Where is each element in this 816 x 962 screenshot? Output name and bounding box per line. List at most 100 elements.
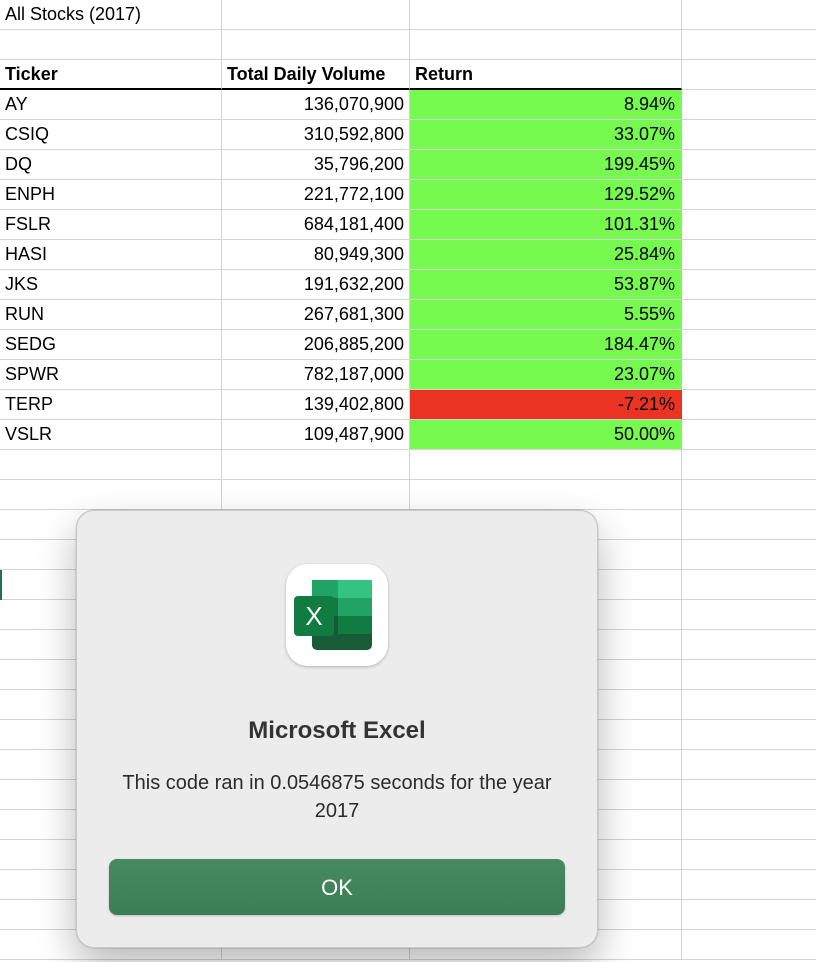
return-cell[interactable]: 101.31% bbox=[410, 210, 682, 240]
ticker-cell[interactable]: ENPH bbox=[0, 180, 222, 210]
ticker-cell[interactable]: RUN bbox=[0, 300, 222, 330]
volume-cell[interactable]: 267,681,300 bbox=[222, 300, 410, 330]
empty-cell[interactable] bbox=[682, 930, 816, 960]
volume-cell[interactable]: 35,796,200 bbox=[222, 150, 410, 180]
empty-cell[interactable] bbox=[682, 840, 816, 870]
empty-cell[interactable] bbox=[682, 210, 816, 240]
volume-cell[interactable]: 136,070,900 bbox=[222, 90, 410, 120]
empty-cell[interactable] bbox=[682, 510, 816, 540]
table-row: AY 136,070,900 8.94% bbox=[0, 90, 816, 120]
empty-cell[interactable] bbox=[682, 360, 816, 390]
return-cell[interactable]: 5.55% bbox=[410, 300, 682, 330]
ticker-cell[interactable]: JKS bbox=[0, 270, 222, 300]
sheet-title-cell[interactable]: All Stocks (2017) bbox=[0, 0, 222, 30]
volume-cell[interactable]: 206,885,200 bbox=[222, 330, 410, 360]
empty-cell[interactable] bbox=[222, 0, 410, 30]
ticker-cell[interactable]: CSIQ bbox=[0, 120, 222, 150]
empty-cell[interactable] bbox=[0, 480, 222, 510]
dialog-message: This code ran in 0.0546875 seconds for t… bbox=[122, 772, 552, 822]
empty-row bbox=[0, 480, 816, 510]
ticker-cell[interactable]: TERP bbox=[0, 390, 222, 420]
empty-cell[interactable] bbox=[222, 450, 410, 480]
empty-cell[interactable] bbox=[682, 90, 816, 120]
ok-button[interactable]: OK bbox=[109, 859, 565, 915]
empty-cell[interactable] bbox=[222, 30, 410, 60]
empty-cell[interactable] bbox=[682, 660, 816, 690]
return-cell[interactable]: 23.07% bbox=[410, 360, 682, 390]
return-cell[interactable]: 129.52% bbox=[410, 180, 682, 210]
volume-cell[interactable]: 80,949,300 bbox=[222, 240, 410, 270]
empty-cell[interactable] bbox=[410, 0, 682, 30]
empty-cell[interactable] bbox=[682, 900, 816, 930]
return-cell[interactable]: 25.84% bbox=[410, 240, 682, 270]
return-cell[interactable]: 50.00% bbox=[410, 420, 682, 450]
volume-cell[interactable]: 221,772,100 bbox=[222, 180, 410, 210]
empty-cell[interactable] bbox=[682, 240, 816, 270]
return-cell[interactable]: -7.21% bbox=[410, 390, 682, 420]
table-row: HASI 80,949,300 25.84% bbox=[0, 240, 816, 270]
empty-cell[interactable] bbox=[682, 150, 816, 180]
microsoft-excel-logo: X bbox=[294, 580, 372, 650]
empty-cell[interactable] bbox=[682, 480, 816, 510]
table-row: CSIQ 310,592,800 33.07% bbox=[0, 120, 816, 150]
empty-cell[interactable] bbox=[682, 0, 816, 30]
empty-cell[interactable] bbox=[410, 30, 682, 60]
empty-cell[interactable] bbox=[682, 450, 816, 480]
empty-cell[interactable] bbox=[410, 930, 682, 960]
volume-cell[interactable]: 782,187,000 bbox=[222, 360, 410, 390]
return-cell[interactable]: 199.45% bbox=[410, 150, 682, 180]
volume-cell[interactable]: 684,181,400 bbox=[222, 210, 410, 240]
empty-cell[interactable] bbox=[682, 30, 816, 60]
alert-dialog: X Microsoft Excel This code ran in 0.054… bbox=[76, 510, 598, 948]
volume-cell[interactable]: 139,402,800 bbox=[222, 390, 410, 420]
empty-cell[interactable] bbox=[682, 270, 816, 300]
return-cell[interactable]: 8.94% bbox=[410, 90, 682, 120]
header-return[interactable]: Return bbox=[410, 60, 682, 90]
ticker-cell[interactable]: DQ bbox=[0, 150, 222, 180]
ticker-cell[interactable]: SEDG bbox=[0, 330, 222, 360]
empty-cell[interactable] bbox=[682, 300, 816, 330]
volume-cell[interactable]: 310,592,800 bbox=[222, 120, 410, 150]
table-row: ENPH 221,772,100 129.52% bbox=[0, 180, 816, 210]
empty-cell[interactable] bbox=[682, 540, 816, 570]
empty-cell[interactable] bbox=[682, 120, 816, 150]
ticker-cell[interactable]: HASI bbox=[0, 240, 222, 270]
empty-cell[interactable] bbox=[682, 600, 816, 630]
ticker-cell[interactable]: SPWR bbox=[0, 360, 222, 390]
dialog-title: Microsoft Excel bbox=[248, 717, 426, 744]
return-cell[interactable]: 184.47% bbox=[410, 330, 682, 360]
title-row: All Stocks (2017) bbox=[0, 0, 816, 30]
empty-cell[interactable] bbox=[682, 390, 816, 420]
return-cell[interactable]: 53.87% bbox=[410, 270, 682, 300]
empty-cell[interactable] bbox=[410, 450, 682, 480]
return-cell[interactable]: 33.07% bbox=[410, 120, 682, 150]
ticker-cell[interactable]: VSLR bbox=[0, 420, 222, 450]
empty-cell[interactable] bbox=[0, 450, 222, 480]
ticker-cell[interactable]: FSLR bbox=[0, 210, 222, 240]
empty-cell[interactable] bbox=[222, 480, 410, 510]
table-row: TERP 139,402,800 -7.21% bbox=[0, 390, 816, 420]
empty-cell[interactable] bbox=[0, 30, 222, 60]
empty-cell[interactable] bbox=[682, 330, 816, 360]
empty-cell[interactable] bbox=[682, 720, 816, 750]
empty-cell[interactable] bbox=[682, 870, 816, 900]
ticker-cell[interactable]: AY bbox=[0, 90, 222, 120]
empty-cell[interactable] bbox=[682, 180, 816, 210]
empty-cell[interactable] bbox=[682, 780, 816, 810]
header-total-daily-volume[interactable]: Total Daily Volume bbox=[222, 60, 410, 90]
empty-cell[interactable] bbox=[682, 630, 816, 660]
header-row: Ticker Total Daily Volume Return bbox=[0, 60, 816, 90]
empty-cell[interactable] bbox=[682, 810, 816, 840]
empty-cell[interactable] bbox=[682, 690, 816, 720]
table-row: RUN 267,681,300 5.55% bbox=[0, 300, 816, 330]
empty-cell[interactable] bbox=[682, 570, 816, 600]
microsoft-excel-icon: X bbox=[286, 564, 388, 666]
header-ticker[interactable]: Ticker bbox=[0, 60, 222, 90]
empty-cell[interactable] bbox=[682, 750, 816, 780]
empty-cell[interactable] bbox=[410, 480, 682, 510]
empty-cell[interactable] bbox=[682, 420, 816, 450]
volume-cell[interactable]: 109,487,900 bbox=[222, 420, 410, 450]
empty-cell[interactable] bbox=[682, 60, 816, 90]
volume-cell[interactable]: 191,632,200 bbox=[222, 270, 410, 300]
